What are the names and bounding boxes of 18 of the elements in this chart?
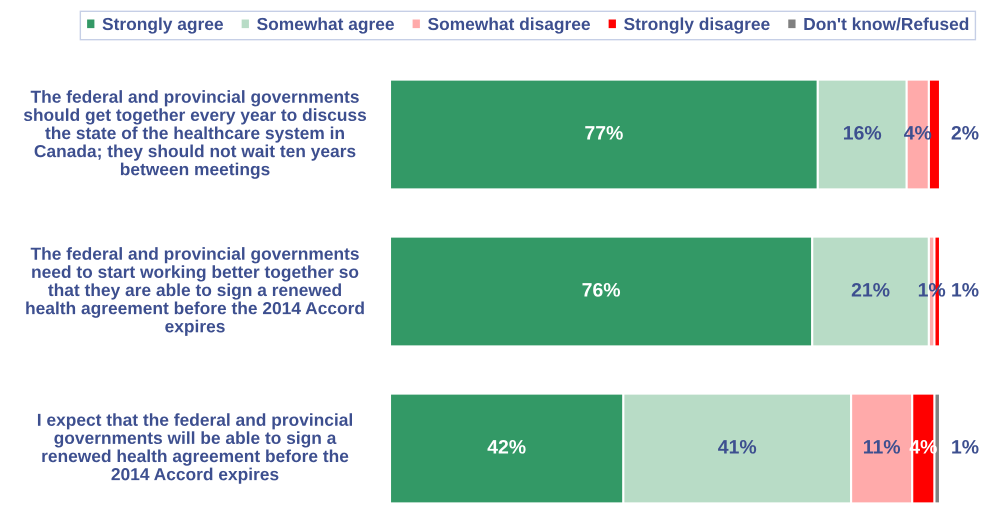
data-label: 76% <box>582 282 620 297</box>
legend-label: Somewhat agree <box>257 17 394 34</box>
data-label: 41% <box>718 440 756 454</box>
data-label: 77% <box>585 126 623 140</box>
data-label: 16% <box>844 126 882 140</box>
legend-label: Strongly disagree <box>624 17 770 34</box>
data-label: 1% <box>952 283 979 297</box>
y-tick-label: The federal and provincial governments need to start working better together so that they are able to sign a renewed health agreement before the 2014 Accord expires <box>26 247 364 336</box>
data-label: 42% <box>488 440 526 454</box>
data-label: 2% <box>952 126 979 140</box>
y-tick-label: I expect that the federal and provincial governments will be able to sign a renewed health agreement before the 2014 Accord expires <box>38 413 352 484</box>
legend-label: Don't know/Refused <box>804 17 968 30</box>
y-tick-label: The federal and provincial governments should get together every year to discuss the state of the healthcare system in Canada; they should not wait ten years between meetings <box>24 90 366 179</box>
data-label: 11% <box>864 440 900 454</box>
legend-label: Somewhat disagree <box>428 17 590 34</box>
legend-label: Strongly agree <box>102 17 224 34</box>
data-label: 1% <box>952 440 979 454</box>
data-label: 21% <box>852 282 890 297</box>
